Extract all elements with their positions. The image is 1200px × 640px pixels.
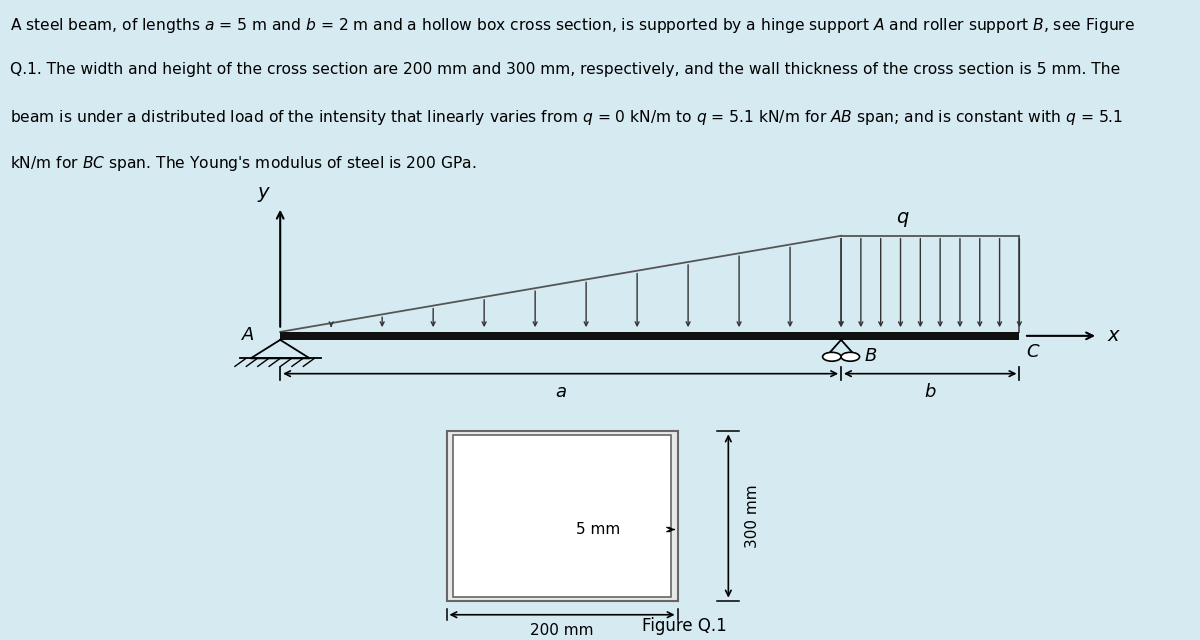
Bar <box>446 431 678 600</box>
Text: y: y <box>258 184 269 202</box>
Text: beam is under a distributed load of the intensity that linearly varies from $q$ : beam is under a distributed load of the … <box>10 108 1123 127</box>
Text: a: a <box>556 383 566 401</box>
Text: x: x <box>1108 326 1118 346</box>
Bar <box>281 332 1020 340</box>
Text: q: q <box>896 208 908 227</box>
Text: 300 mm: 300 mm <box>745 484 760 548</box>
Text: A steel beam, of lengths $a$ = 5 m and $b$ = 2 m and a hollow box cross section,: A steel beam, of lengths $a$ = 5 m and $… <box>10 16 1135 35</box>
Text: Q.1. The width and height of the cross section are 200 mm and 300 mm, respective: Q.1. The width and height of the cross s… <box>10 62 1120 77</box>
Bar <box>452 435 671 597</box>
Text: A: A <box>242 326 254 344</box>
Circle shape <box>822 352 841 361</box>
Text: B: B <box>864 346 876 365</box>
Text: 5 mm: 5 mm <box>576 522 620 537</box>
Text: b: b <box>924 383 936 401</box>
Circle shape <box>841 352 859 361</box>
Text: Figure Q.1: Figure Q.1 <box>642 617 726 635</box>
Text: C: C <box>1026 344 1038 362</box>
Text: 200 mm: 200 mm <box>530 623 594 637</box>
Text: kN/m for $BC$ span. The Young's modulus of steel is 200 GPa.: kN/m for $BC$ span. The Young's modulus … <box>10 154 476 173</box>
